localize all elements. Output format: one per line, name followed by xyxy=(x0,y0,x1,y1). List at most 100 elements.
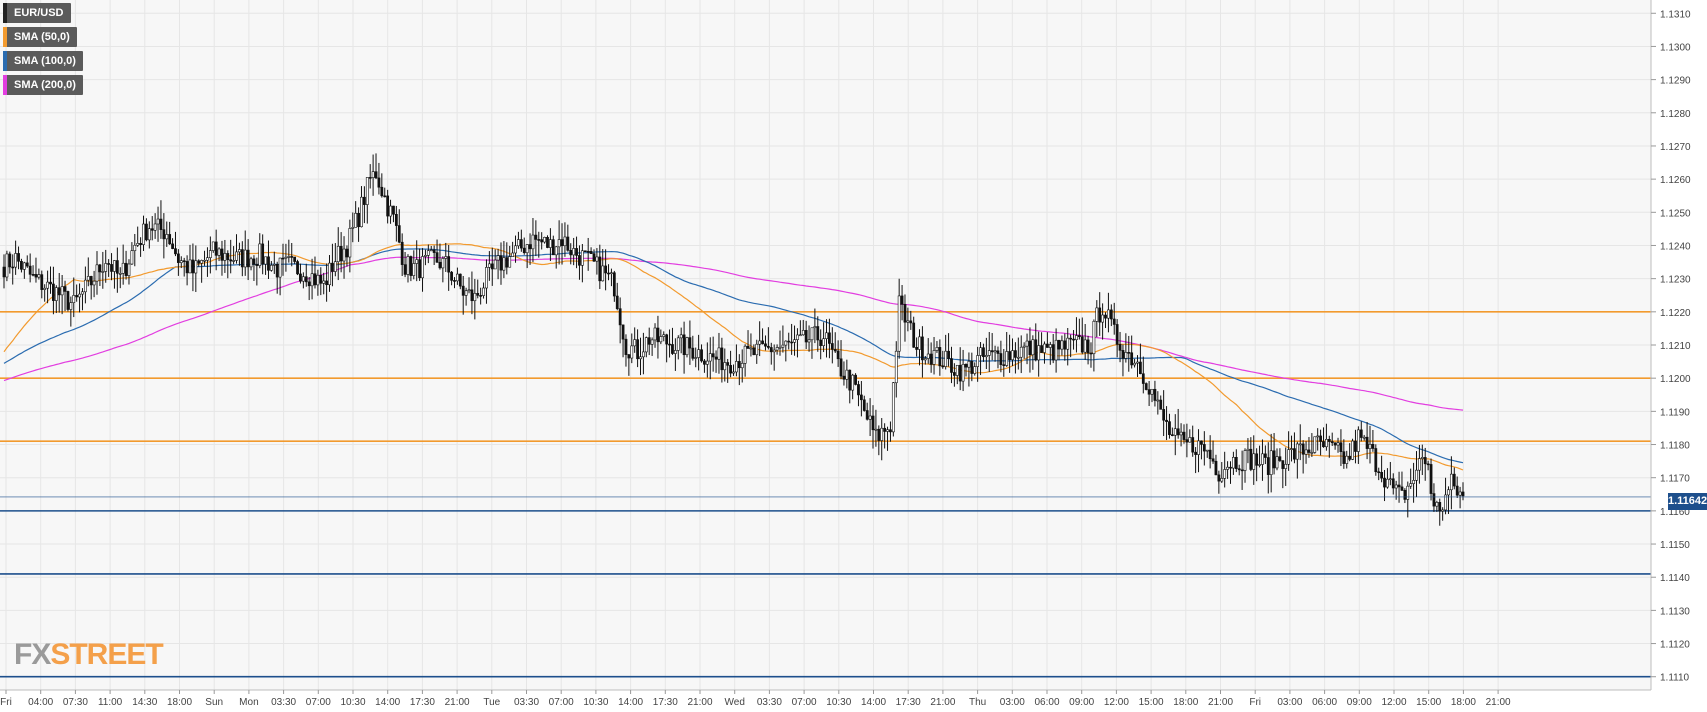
candle-body xyxy=(1109,309,1113,320)
candle xyxy=(435,239,439,263)
candle-body xyxy=(1127,352,1131,354)
candle-body xyxy=(572,248,576,256)
candle-body xyxy=(386,195,390,217)
x-tick-label: 03:30 xyxy=(757,697,782,708)
candle xyxy=(772,344,776,371)
candle-body xyxy=(296,261,299,275)
candle xyxy=(755,339,759,364)
candle xyxy=(1333,442,1337,450)
sma-200-line xyxy=(3,256,1464,411)
candle xyxy=(1040,332,1043,353)
candle xyxy=(566,224,570,252)
x-tick-label: 10:30 xyxy=(826,697,851,708)
candle xyxy=(383,187,387,198)
candle xyxy=(377,162,381,195)
candle xyxy=(1037,331,1041,377)
candle-body xyxy=(1304,449,1308,455)
candle xyxy=(1016,337,1020,370)
candle-body xyxy=(197,260,201,264)
candle xyxy=(200,259,204,283)
candle xyxy=(1325,423,1328,451)
candle-body xyxy=(720,347,724,371)
candle-body xyxy=(232,260,235,262)
candle xyxy=(1371,429,1375,452)
candle-body xyxy=(610,272,613,275)
candle xyxy=(519,229,523,252)
candle-body xyxy=(1429,464,1433,494)
legend-item-sma50[interactable]: SMA (50,0) xyxy=(3,27,77,47)
x-tick-label: 21:00 xyxy=(1208,697,1233,708)
candle-body xyxy=(179,260,183,263)
candle xyxy=(348,219,352,273)
candle-body xyxy=(886,429,889,432)
candle-body xyxy=(310,273,314,287)
candle-body xyxy=(145,223,148,241)
candle-body xyxy=(877,428,881,441)
candle-body xyxy=(1452,473,1456,487)
y-tick-label: 1.1310 xyxy=(1660,9,1691,20)
legend-item-sma200[interactable]: SMA (200,0) xyxy=(3,75,83,95)
candle-body xyxy=(403,264,407,275)
candle xyxy=(426,244,430,264)
candle-body xyxy=(2,266,6,278)
candle xyxy=(78,283,81,313)
candle xyxy=(1295,441,1299,479)
candle xyxy=(75,284,79,302)
candle-body xyxy=(1133,362,1136,366)
candle-body xyxy=(275,264,279,278)
candle xyxy=(819,329,823,360)
candle-body xyxy=(880,427,884,441)
candle-body xyxy=(136,243,140,246)
candle xyxy=(1028,327,1032,373)
legend-item-eurusd[interactable]: EUR/USD xyxy=(3,3,71,23)
candle-body xyxy=(127,263,131,276)
candle xyxy=(580,243,584,283)
candle xyxy=(676,335,680,360)
last-price-tag: 1.11642 xyxy=(1668,493,1707,510)
candle xyxy=(52,266,55,315)
candle xyxy=(598,244,602,290)
candle-body xyxy=(560,239,564,247)
candle-body xyxy=(514,245,517,254)
candle xyxy=(836,340,840,367)
candle xyxy=(842,361,846,386)
candle-body xyxy=(842,375,846,380)
candle-body xyxy=(490,263,494,270)
candle-body xyxy=(1002,364,1006,366)
candle xyxy=(1008,334,1011,373)
candle xyxy=(798,320,802,337)
candle xyxy=(682,321,686,374)
candle-body xyxy=(1275,456,1279,469)
candle-body xyxy=(1322,441,1325,448)
candle xyxy=(403,251,407,278)
candle-body xyxy=(1325,439,1328,448)
candle-body xyxy=(5,253,9,278)
candle xyxy=(235,234,238,264)
candle xyxy=(333,243,337,277)
candle-body xyxy=(801,330,805,336)
candle xyxy=(400,233,404,277)
candle-body xyxy=(150,228,154,231)
candle xyxy=(46,270,49,304)
candle-body xyxy=(830,343,834,350)
candle xyxy=(1432,483,1436,512)
candle-body xyxy=(665,334,669,345)
candle-body xyxy=(1461,491,1465,497)
candle-body xyxy=(1208,449,1212,460)
candle xyxy=(732,364,735,376)
candle xyxy=(415,240,419,282)
candle xyxy=(1246,438,1250,464)
x-tick-label: 17:30 xyxy=(896,697,921,708)
candle xyxy=(104,249,108,283)
candle-body xyxy=(932,350,936,365)
candle xyxy=(967,352,971,387)
candle-body xyxy=(301,276,305,282)
legend-item-sma100[interactable]: SMA (100,0) xyxy=(3,51,83,71)
candle xyxy=(249,256,253,271)
candle-body xyxy=(421,256,424,279)
candle-body xyxy=(365,177,369,205)
candle-body xyxy=(540,239,544,243)
candle xyxy=(331,243,334,287)
